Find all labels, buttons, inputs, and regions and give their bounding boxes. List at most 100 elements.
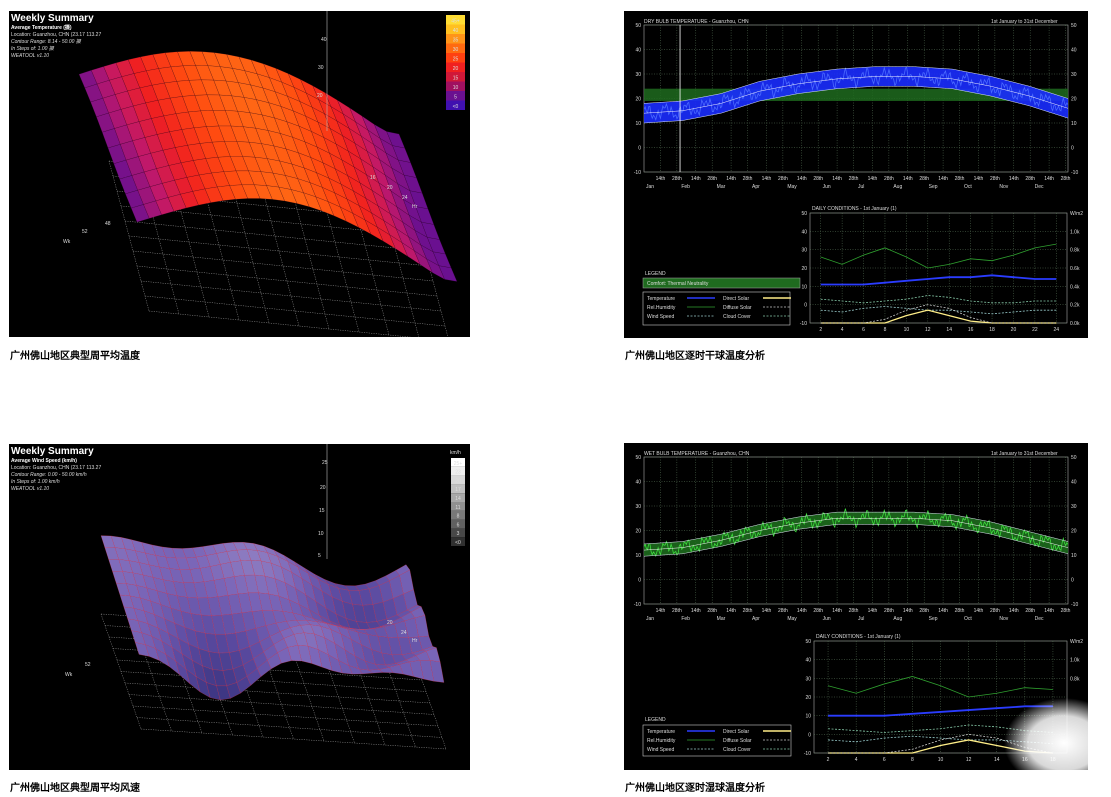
x-tick-minor: 28th [849, 176, 859, 182]
watermark-fade [1004, 698, 1088, 770]
floor-line [136, 717, 443, 738]
scale-swatch [446, 15, 465, 25]
x-tick-minor: 14th [903, 176, 913, 182]
y-tick-left: 0 [638, 578, 641, 584]
wind-surface-line-2: Contour Range: 0.00 - 50.00 km/h [11, 472, 87, 478]
legend-label: Temperature [647, 729, 675, 735]
scale-swatch [446, 34, 465, 44]
scale-swatch [451, 484, 465, 494]
x-tick-minor: 14th [691, 176, 701, 182]
x-tick-month: Dec [1035, 616, 1044, 622]
x-tick-minor: 14th [938, 608, 948, 614]
scale-tick: <0 [455, 540, 461, 546]
x-tick-minor: 28th [849, 608, 859, 614]
temp-axis-52: 52 [82, 229, 88, 235]
scale-tick: 35 [453, 38, 459, 44]
wind-surface-line-3: In Steps of: 1.00 km/h [11, 479, 60, 485]
x-tick-minor: 28th [990, 608, 1000, 614]
x-tick-minor: 28th [672, 608, 682, 614]
wind-axis-hr: Hr [412, 638, 418, 644]
scale-swatch [446, 100, 465, 110]
x-tick-minor: 28th [919, 176, 929, 182]
x-tick-month: Oct [964, 184, 972, 190]
daily-x-tick: 4 [841, 327, 844, 333]
x-tick-month: Aug [893, 616, 902, 622]
daily-series-line [828, 724, 1053, 733]
daily-y-tick: 20 [801, 266, 807, 272]
wind-z-tick-2: 20 [320, 485, 326, 491]
daily-series-line [820, 306, 1057, 315]
temp-z-tick-3: 20 [317, 93, 323, 99]
daily-x-tick: 8 [911, 757, 914, 763]
x-tick-month: Jan [646, 616, 654, 622]
wet-bulb-title: WET BULB TEMPERATURE - Guanzhou, CHN [644, 451, 750, 457]
x-tick-minor: 28th [884, 608, 894, 614]
dry-bulb-chart: DRY BULB TEMPERATURE - Guanzhou, CHN 1st… [634, 19, 1084, 333]
x-tick-minor: 28th [743, 608, 753, 614]
temp-axis-48: 48 [105, 221, 111, 227]
wind-z-tick-5: 5 [318, 553, 321, 559]
y-tick-left: 10 [635, 553, 641, 559]
wind-surface-chart: Weekly Summary Average Wind Speed (km/h)… [11, 444, 465, 750]
wind-z-tick-3: 15 [319, 508, 325, 514]
daily-series-line [820, 295, 1057, 304]
y-tick-left: 50 [635, 455, 641, 461]
scale-swatch [451, 537, 465, 546]
x-tick-month: Jul [858, 616, 864, 622]
daily-y2-tick: 1.0k [1070, 229, 1080, 235]
daily-y2-tick: 0.2k [1070, 303, 1080, 309]
scale-tick: 8 [457, 514, 460, 520]
floor-line [132, 250, 434, 282]
y-tick-right: 30 [1071, 504, 1077, 510]
x-tick-minor: 28th [919, 608, 929, 614]
x-tick-month: Feb [681, 616, 690, 622]
x-tick-minor: 14th [832, 176, 842, 182]
x-tick-month: Apr [752, 184, 760, 190]
wind-surface-line-1: Location: Guanzhou, CHN (23.17 113.27 [11, 465, 101, 471]
daily-x-tick: 2 [819, 327, 822, 333]
legend-label: Diffuse Solar [723, 305, 752, 311]
x-tick-minor: 14th [832, 608, 842, 614]
wind-surface-line-4: WEATOOL v1.10 [11, 486, 49, 492]
scale-tick: 25+ [454, 461, 463, 467]
x-tick-month: Sep [929, 616, 938, 622]
x-tick-minor: 28th [955, 608, 965, 614]
x-tick-minor: 14th [938, 176, 948, 182]
x-tick-month: Nov [999, 184, 1008, 190]
floor-line [128, 694, 435, 715]
daily-x-tick: 8 [884, 327, 887, 333]
temp-surface-line-2: Contour Range: 8.14 - 50.00 摄 [11, 38, 82, 45]
wet-legend-box [642, 724, 792, 757]
x-tick-minor: 14th [726, 608, 736, 614]
x-tick-minor: 28th [1061, 176, 1071, 182]
daily-y2-tick: W/m2 [1070, 211, 1083, 217]
caption-wet-bulb: 广州佛山地区逐时湿球温度分析 [625, 783, 765, 794]
legend-label: Diffuse Solar [723, 738, 752, 744]
daily-x-tick: 2 [827, 757, 830, 763]
floor-line [140, 728, 447, 750]
wind-surface-panel: Weekly Summary Average Wind Speed (km/h)… [9, 444, 470, 770]
wind-z-tick-4: 10 [318, 531, 324, 537]
x-tick-minor: 28th [743, 176, 753, 182]
scale-tick: 20 [455, 478, 461, 484]
x-tick-minor: 14th [656, 608, 666, 614]
x-tick-month: Apr [752, 616, 760, 622]
temp-axis-16: 16 [370, 175, 376, 181]
envelope-line [643, 511, 1069, 545]
daily-series-line [827, 676, 1053, 698]
x-tick-month: Feb [681, 184, 690, 190]
daily-series-line [820, 274, 1057, 286]
temp-axis-wk: Wk [63, 239, 71, 245]
dry-comfort-label: Comfort: Thermal Neutrality [647, 281, 709, 287]
floor-line [348, 184, 390, 336]
x-tick-minor: 14th [1009, 176, 1019, 182]
scale-swatch [451, 466, 465, 476]
y-tick-left: 50 [635, 23, 641, 29]
mean-line [643, 76, 1069, 114]
y-tick-right: -10 [1071, 602, 1078, 608]
floor-line [140, 280, 442, 312]
envelope-line [643, 86, 1069, 124]
x-tick-minor: 28th [707, 176, 717, 182]
wind-surface-subtitle: Average Wind Speed (km/h) [11, 458, 77, 464]
y-tick-right: 10 [1071, 121, 1077, 127]
